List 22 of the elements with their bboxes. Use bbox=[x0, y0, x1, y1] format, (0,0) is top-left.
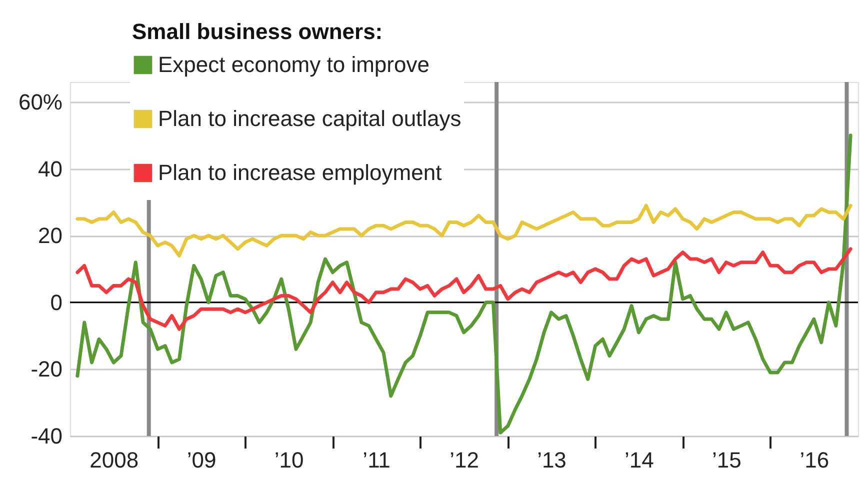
y-tick-label: 60% bbox=[18, 90, 62, 115]
x-tick-label: ’15 bbox=[712, 448, 742, 472]
line-series bbox=[76, 247, 852, 331]
y-tick-label: 0 bbox=[50, 290, 62, 315]
x-tick-label: ’16 bbox=[800, 448, 830, 472]
legend-label: Expect economy to improve bbox=[158, 52, 430, 77]
y-tick-label: -40 bbox=[30, 424, 62, 448]
x-tick-label: ’12 bbox=[450, 448, 479, 472]
y-tick-label: -20 bbox=[30, 356, 62, 382]
y-tick-label: 20 bbox=[38, 223, 62, 248]
legend-label: Plan to increase capital outlays bbox=[158, 106, 462, 131]
legend-label: Plan to increase employment bbox=[158, 160, 442, 185]
x-tick-label: ’09 bbox=[186, 448, 216, 472]
x-tick-label: ’11 bbox=[362, 448, 390, 472]
x-tick-label: ’13 bbox=[537, 448, 566, 472]
x-tick-label: ’14 bbox=[624, 448, 654, 472]
line-series bbox=[76, 204, 852, 258]
line-series bbox=[76, 134, 852, 434]
y-tick-label: 40 bbox=[38, 156, 62, 182]
x-tick-label: 2008 bbox=[90, 448, 139, 472]
legend-title: Small business owners: bbox=[132, 19, 383, 44]
x-tick-label: ’10 bbox=[274, 448, 304, 472]
